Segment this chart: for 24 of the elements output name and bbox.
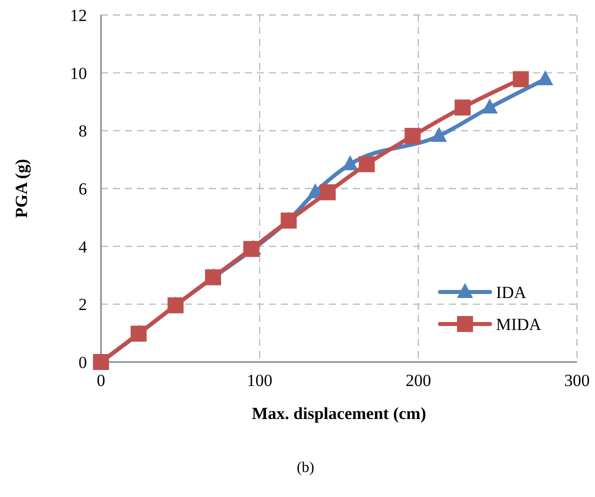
y-tick-label: 12 [70,6,87,25]
y-tick-label: 8 [78,122,87,141]
point [482,98,498,114]
point [454,100,471,116]
y-tick-label: 2 [78,295,87,314]
point [512,71,529,88]
point [430,126,447,142]
x-tick-label: 100 [246,371,272,390]
legend-label: MIDA [496,314,542,334]
point [404,128,421,144]
point [537,70,554,86]
y-tick-label: 10 [70,64,87,83]
y-tick-label: 6 [78,179,87,198]
point [320,184,336,200]
x-tick-label: 0 [96,371,106,390]
text: (b) [296,460,314,476]
x-tick-label: 200 [406,371,432,390]
y-tick-label: 0 [78,352,87,372]
x-tick-label: 300 [564,371,590,390]
y-axis-title: PGA (g) [12,158,31,218]
legend-label: IDA [496,282,527,302]
y-tick-label: 4 [78,237,88,256]
x-axis-title: Max. displacement (cm) [252,404,426,423]
point [358,156,375,172]
